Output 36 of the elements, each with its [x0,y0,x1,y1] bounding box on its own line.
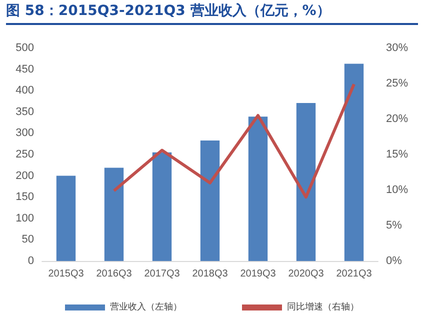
x-tick-label: 2015Q3 [48,268,84,280]
y2-tick-label: 15% [386,148,408,160]
legend-label: 营业收入（左轴） [110,302,182,312]
y-tick-label: 150 [16,191,34,204]
y2-tick-label: 5% [386,220,402,232]
x-tick-label: 2020Q3 [288,268,324,280]
bar [104,168,124,261]
y-tick-label: 450 [16,63,34,76]
x-tick-label: 2019Q3 [240,268,276,280]
y2-tick-label: 20% [386,113,408,125]
bar [344,64,364,261]
y-tick-label: 0 [28,255,34,267]
y2-tick-label: 30% [386,42,408,54]
bar [296,102,316,261]
y-tick-label: 200 [16,170,34,182]
bar [248,116,268,261]
y2-tick-label: 0% [386,255,402,267]
y-tick-label: 350 [16,106,34,118]
line-series [112,82,356,199]
bar [152,152,172,261]
y2-tick-label: 25% [386,78,408,90]
bar [56,176,76,261]
y-tick-label: 300 [16,127,34,140]
y-tick-label: 250 [16,148,34,160]
x-tick-label: 2017Q3 [144,268,180,280]
y-tick-label: 400 [16,84,34,97]
legend-label: 同比增速（右轴） [287,302,359,312]
x-tick-label: 2016Q3 [96,268,132,280]
chart-title: 图 58：2015Q3-2021Q3 营业收入（亿元，%） [6,2,418,25]
y2-tick-label: 10% [386,184,408,196]
x-tick-label: 2018Q3 [192,268,228,280]
y-tick-label: 500 [16,42,34,54]
y-tick-label: 50 [22,234,34,246]
bar [200,140,220,261]
y-tick-label: 100 [16,212,34,224]
x-tick-label: 2021Q3 [336,268,372,280]
